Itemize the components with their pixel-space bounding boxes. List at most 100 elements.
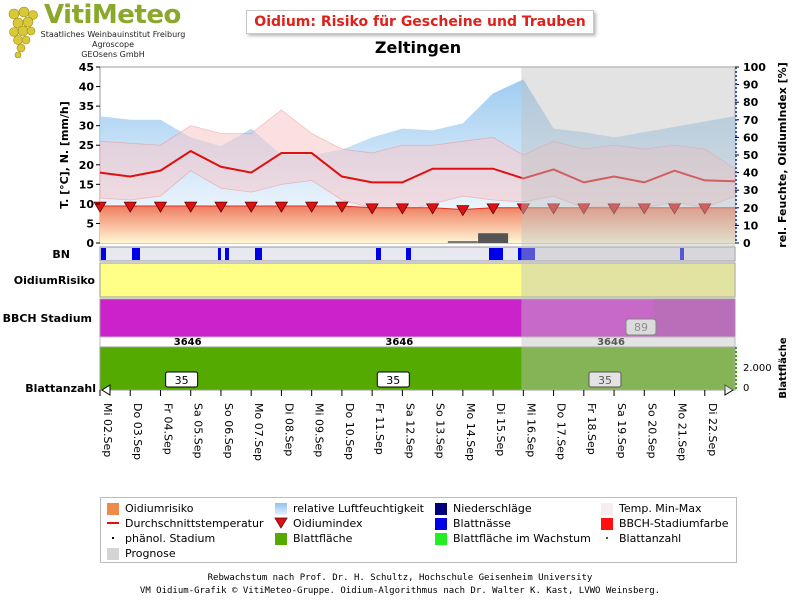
oidium-risk-label: OidiumRisiko	[14, 274, 96, 287]
x-axis-tick-label: Mo 07.Sep	[252, 403, 265, 461]
legend-oidiumrisiko-swatch	[107, 503, 119, 515]
right-axis-tick-label: 90	[743, 79, 759, 92]
x-axis-tick-label: Mi 09.Sep	[313, 403, 326, 457]
leaf-count-value: 35	[175, 374, 189, 387]
left-axis-tick-label: 10	[79, 198, 95, 211]
x-axis-tick-label: Do 03.Sep	[131, 403, 144, 460]
oidium-index-marker	[698, 203, 712, 215]
oidium-index-marker	[123, 201, 137, 213]
leaf-area-strip	[99, 346, 736, 391]
left-axis-tick-label: 35	[79, 100, 94, 113]
x-axis-tick-label: Do 10.Sep	[343, 403, 356, 460]
leaf-wetness-block	[132, 248, 140, 260]
bbch-value: 3646	[385, 337, 413, 348]
legend-oidium-index: Oidiumindex	[293, 517, 363, 530]
scroll-right-arrow[interactable]	[724, 384, 734, 396]
leaf-wetness-block	[518, 248, 535, 260]
leaf-wetness-block	[225, 248, 229, 260]
bbch-value: 3646	[174, 337, 202, 348]
forecast-overlay	[521, 67, 735, 390]
legend-oidiumrisiko: Oidiumrisiko	[125, 502, 194, 515]
leaf-count-badge	[376, 371, 410, 388]
x-axis-tick-label: Di 15.Sep	[494, 403, 507, 456]
legend-leaf-growth: Blattfläche im Wachstum	[453, 532, 591, 545]
logo-title: VitiMeteo	[44, 0, 181, 30]
x-axis-tick-label: Fr 04.Sep	[161, 403, 174, 455]
logo-line-2: Agroscope	[91, 40, 135, 49]
oidium-index-marker	[577, 203, 591, 215]
oidium-index-marker	[667, 203, 682, 215]
bbch-forecast-strip	[654, 299, 735, 337]
leaf-wetness-block	[680, 248, 684, 260]
oidium-index-marker	[214, 201, 228, 213]
x-axis-tick-label: Fr 11.Sep	[373, 403, 386, 455]
x-axis-tick-label: Fr 18.Sep	[585, 403, 598, 455]
leaf-count-badge	[165, 371, 199, 388]
right-axis-tick-label: 20	[743, 202, 759, 215]
legend-forecast-swatch	[107, 548, 119, 560]
leaf-count-value: 35	[598, 374, 612, 387]
x-axis-tick-label: Di 08.Sep	[282, 403, 295, 456]
right-axis-tick-label: 50	[743, 149, 759, 162]
leaf-wetness-block	[255, 248, 262, 260]
left-axis-tick-label: 45	[79, 61, 94, 74]
footer-line-2: VM Oidium-Grafik © VitiMeteo-Gruppe. Oid…	[139, 586, 661, 596]
left-axis-tick-label: 40	[79, 81, 95, 94]
oidium-index-marker	[184, 201, 198, 213]
oidium-index-marker	[607, 203, 621, 215]
oidium-index-marker	[486, 203, 500, 215]
right-axis-tick-label: 70	[743, 114, 759, 127]
legend-bbch-color-swatch	[601, 518, 613, 530]
leaf-wetness-block	[218, 248, 221, 260]
oidium-index-marker	[395, 203, 409, 215]
legend-temp-minmax-swatch	[601, 503, 613, 515]
legend-avg-temp: Durchschnittstemperatur	[125, 517, 264, 530]
oidium-index-marker	[274, 201, 289, 213]
x-axis-tick-label: Sa 19.Sep	[615, 403, 628, 458]
oidium-index-marker	[516, 203, 530, 215]
left-axis-tick-label: 0	[86, 237, 94, 250]
avg-temp-line	[99, 149, 736, 184]
scroll-left-arrow[interactable]	[101, 384, 111, 396]
x-axis-tick-label: Mi 16.Sep	[524, 403, 537, 457]
leaf-area-tick-label: 2.000	[743, 363, 772, 374]
oidium-index-marker	[93, 201, 107, 213]
oidium-index-marker	[426, 203, 440, 215]
bbch-forecast-badge-label: 89	[634, 321, 648, 334]
legend-phenol-stage-swatch	[112, 537, 114, 539]
oidium-index-marker	[153, 201, 168, 213]
right-axis-label: rel. Feuchte, OidiumIndex [%]	[776, 62, 789, 247]
leaf-area-label: Blattfläche	[778, 337, 789, 399]
right-axis-tick-label: 0	[743, 237, 751, 250]
legend-leaf-area-swatch	[275, 533, 287, 545]
right-axis-tick-label: 60	[743, 131, 759, 144]
leaf-wetness-block	[406, 248, 411, 260]
leaf-wetness-block	[101, 248, 106, 260]
x-axis-tick-label: Sa 12.Sep	[403, 403, 416, 458]
right-axis-tick-label: 30	[743, 184, 759, 197]
precipitation-bar	[447, 241, 478, 243]
right-axis-tick-label: 40	[743, 167, 759, 180]
legend-avg-temp-swatch	[107, 522, 119, 524]
legend-oidium-index-icon	[274, 517, 288, 529]
legend-precipitation: Niederschläge	[453, 502, 532, 515]
location-name: Zeltingen	[374, 38, 462, 57]
left-axis-label: T. [°C], N. [mm/h]	[58, 101, 71, 209]
x-axis-tick-label: So 20.Sep	[645, 403, 658, 458]
oidium-risk-strip	[99, 262, 736, 298]
legend-humidity: relative Luftfeuchtigkeit	[293, 502, 424, 515]
oidium-index-marker	[335, 201, 349, 213]
legend-leaf-growth-swatch	[435, 533, 447, 545]
footer-line-1: Rebwachstum nach Prof. Dr. H. Schultz, H…	[207, 573, 593, 583]
left-axis-tick-label: 30	[79, 120, 95, 133]
left-axis-tick-label: 15	[79, 178, 94, 191]
logo-line-3: GEOsens GmbH	[81, 50, 145, 59]
oidium-index-marker	[365, 203, 379, 215]
logo-line-1: Staatliches Weinbauinstitut Freiburg	[40, 30, 186, 39]
right-axis-tick-label: 10	[743, 219, 759, 232]
oidium-index-marker	[244, 201, 258, 213]
oidium-risk-line	[100, 205, 735, 211]
leaf-wetness-block	[489, 248, 503, 260]
oidium-index-marker	[456, 205, 470, 217]
